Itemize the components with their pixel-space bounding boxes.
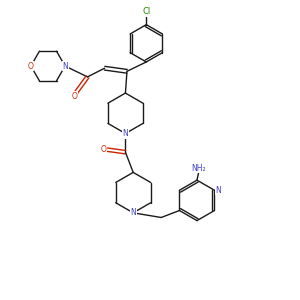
- Text: N: N: [62, 61, 68, 70]
- Text: N: N: [123, 129, 128, 138]
- Text: O: O: [71, 92, 77, 101]
- Text: O: O: [101, 145, 106, 154]
- Text: N: N: [130, 208, 136, 217]
- Text: N: N: [215, 186, 221, 195]
- Text: O: O: [28, 61, 34, 70]
- Text: Cl: Cl: [142, 7, 150, 16]
- Text: NH₂: NH₂: [191, 164, 206, 173]
